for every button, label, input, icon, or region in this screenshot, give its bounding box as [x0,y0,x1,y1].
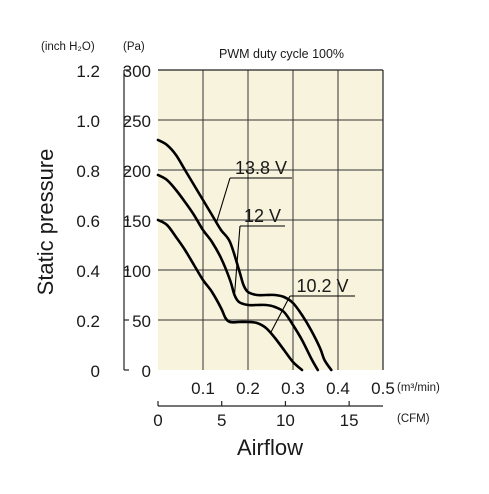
axes: 05010015020025030000.20.40.60.81.01.20.1… [76,62,394,430]
x-m3-unit: (m³/min) [397,382,440,394]
y-pa-tick-label: 300 [123,62,151,81]
y-inch-tick-label: 0 [91,362,100,381]
curve-10-2-v [156,218,304,372]
series-label: 10.2 V [296,276,348,296]
curve-13-8-v [156,138,333,372]
x-cfm-tick-label: 5 [217,411,226,430]
y-inch-tick-label: 0.6 [76,212,100,231]
x-m3-tick-label: 0.1 [191,379,215,398]
fan-curves: 13.8 V 12 V 10.2 V [156,138,355,372]
x-cfm-unit: (CFM) [397,413,430,425]
y-inch-tick-label: 0.8 [76,162,100,181]
x-cfm-tick-label: 15 [340,411,359,430]
x-m3-tick-label: 0.3 [281,379,305,398]
series-label: 12 V [244,206,281,226]
y-pa-tick-label: 150 [123,212,151,231]
y-inch-tick-label: 0.4 [76,262,100,281]
y-pa-unit: (Pa) [123,41,145,53]
y-inch-tick-label: 1.2 [76,62,100,81]
y-pa-tick-label: 100 [123,262,151,281]
x-m3-tick-label: 0.5 [371,379,395,398]
y-inch-tick-label: 1.0 [76,112,100,131]
y-pa-tick-label: 200 [123,162,151,181]
y-pa-tick-label: 250 [123,112,151,131]
x-m3-tick-label: 0.2 [236,379,260,398]
grid-lines [158,69,384,370]
y-axis-label: Static pressure [33,149,58,296]
curve-12-v [156,173,320,372]
x-axis-label: Airflow [237,435,303,460]
series-leader-line [270,295,291,334]
series-leader-line [215,177,231,223]
y-inch-tick-label: 0.2 [76,312,100,331]
axis-labels: (inch H₂O) (Pa) PWM duty cycle 100% (m³/… [33,41,440,460]
series-leader-line [233,225,241,296]
y-pa-tick-label: 50 [132,312,151,331]
y-inch-unit: (inch H₂O) [41,41,95,53]
x-m3-tick-label: 0.4 [326,379,350,398]
series-label: 13.8 V [235,158,287,178]
x-cfm-tick-label: 10 [276,411,295,430]
x-cfm-tick-label: 0 [153,411,162,430]
y-pa-tick-label: 0 [142,362,151,381]
chart-title: PWM duty cycle 100% [219,47,344,61]
